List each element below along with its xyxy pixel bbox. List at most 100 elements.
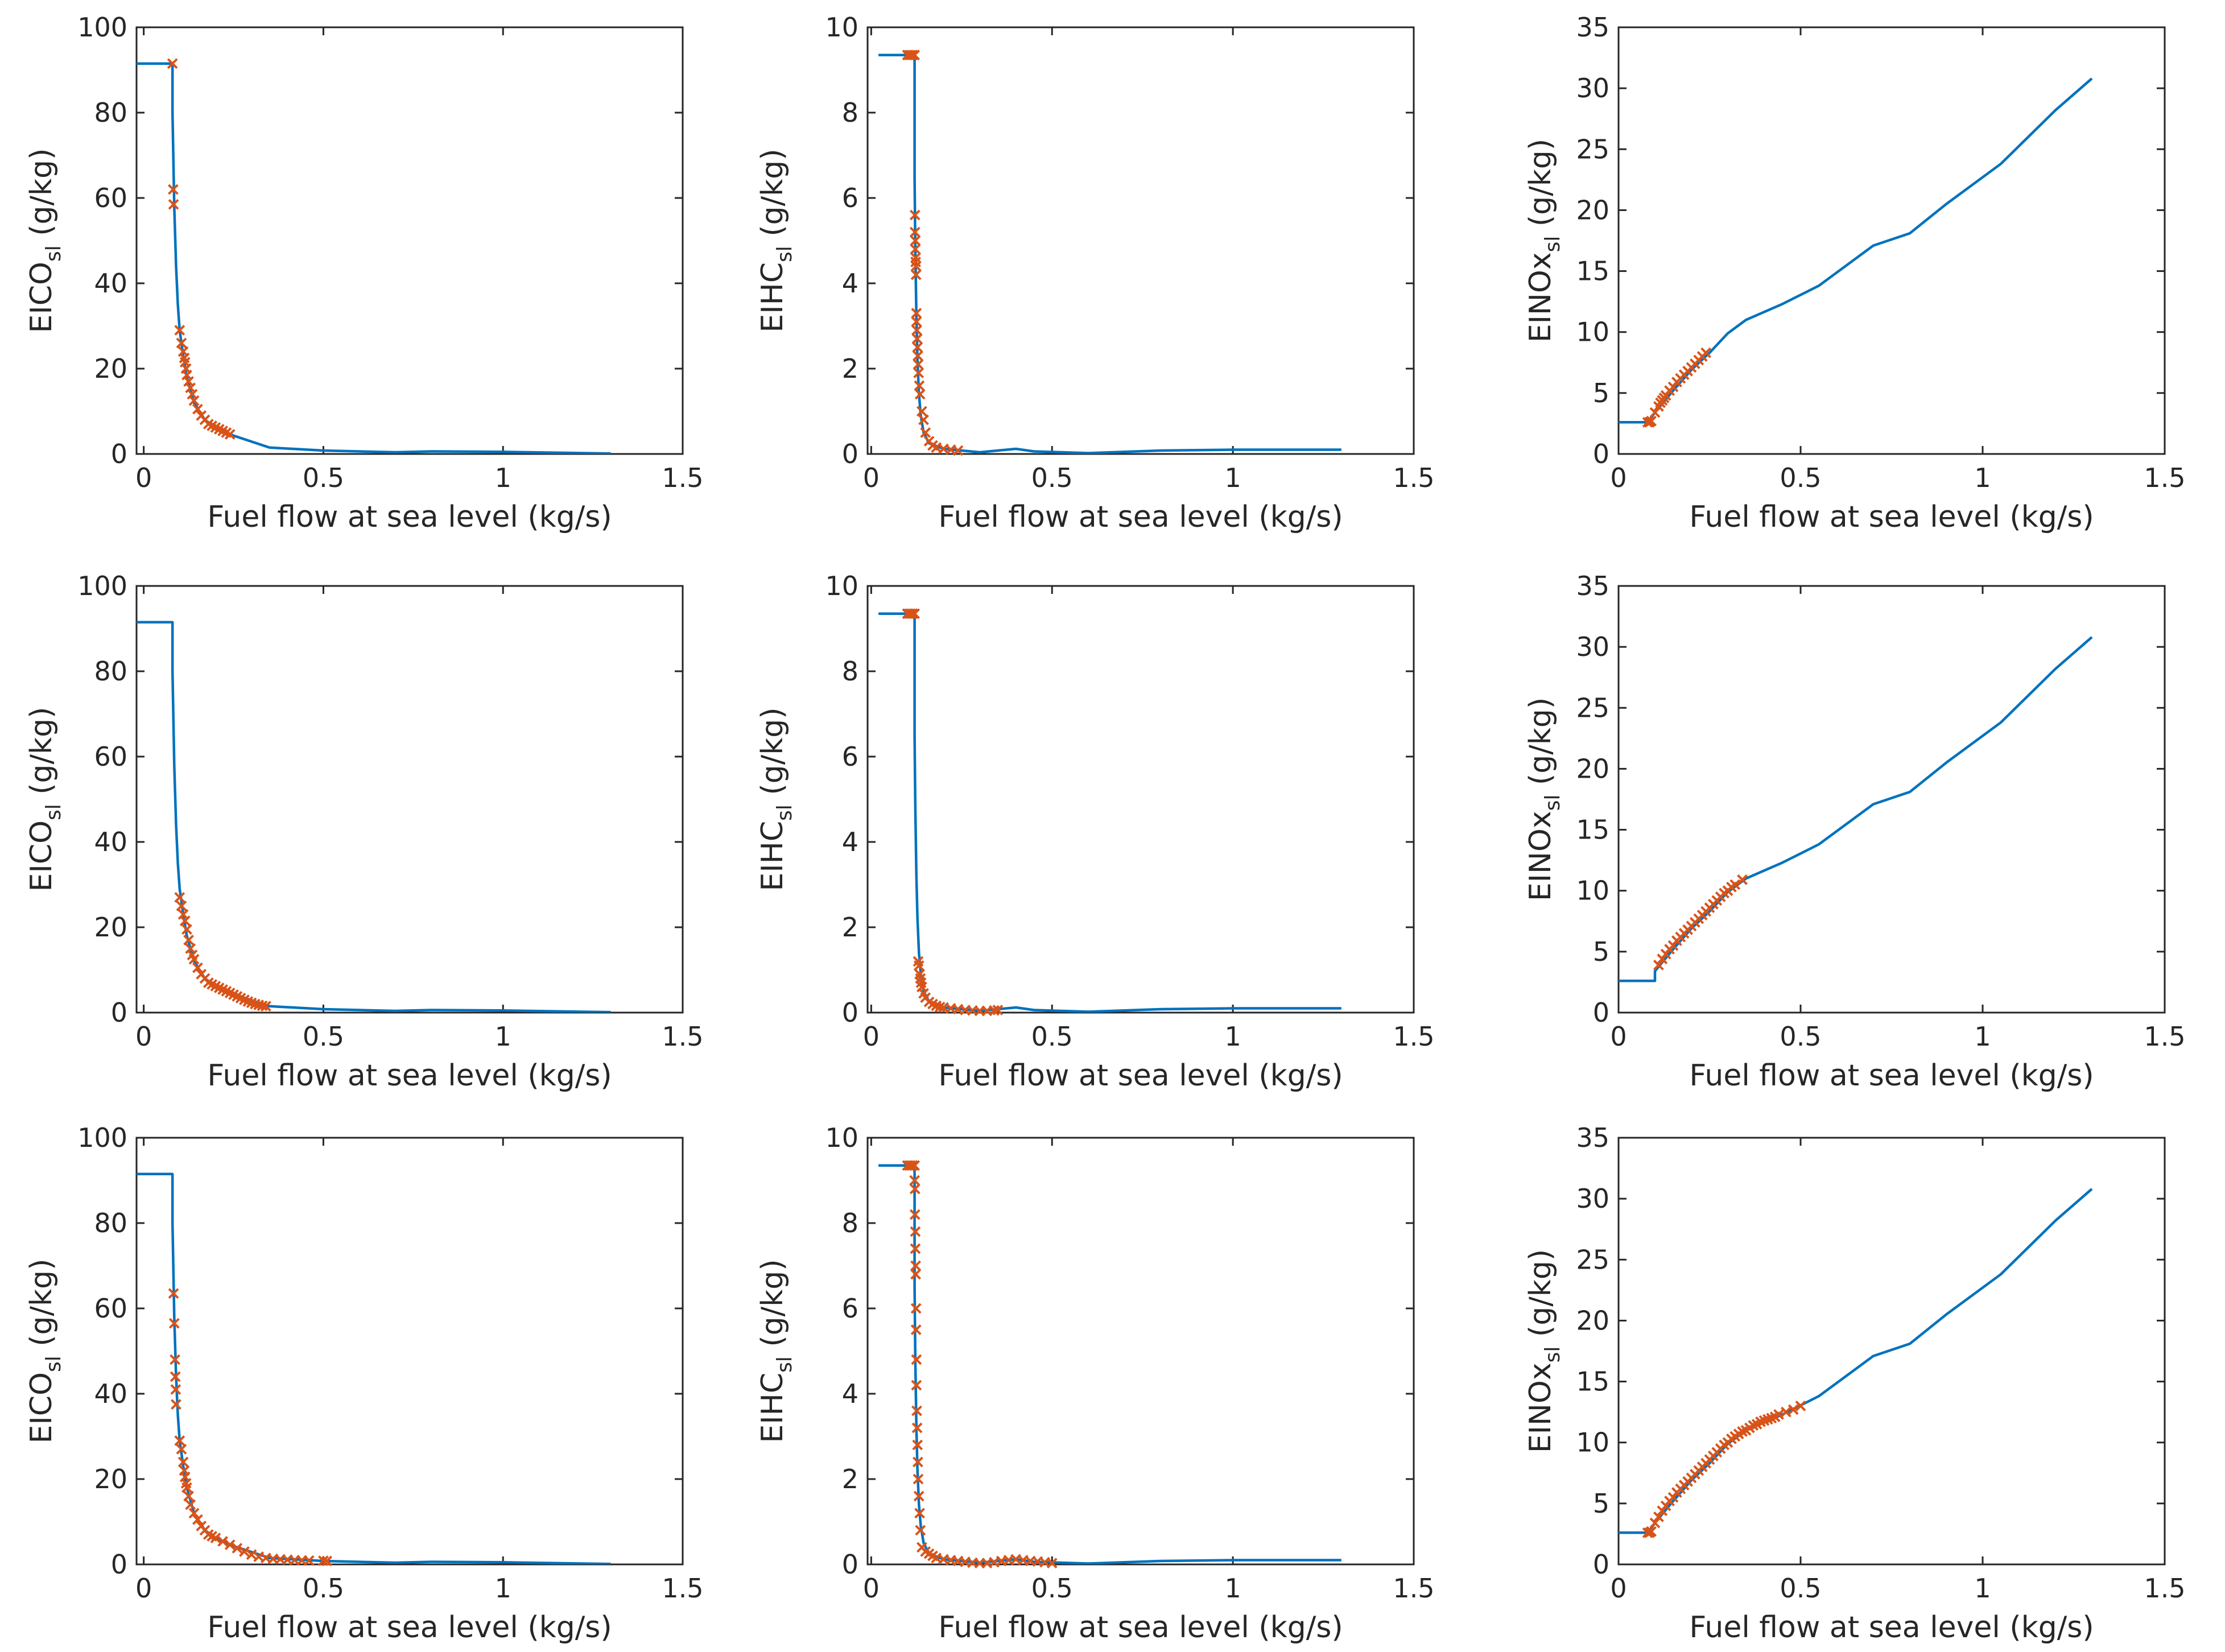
data-point-marker — [910, 261, 922, 272]
data-point-marker — [905, 1160, 917, 1171]
data-point-marker — [910, 1303, 922, 1314]
y-axis-label-unit: (g/kg) — [24, 1259, 59, 1356]
x-tick-label: 1 — [495, 1021, 511, 1052]
x-tick-label: 1 — [1974, 462, 1991, 493]
x-axis-label: Fuel flow at sea level (kg/s) — [1689, 500, 2094, 534]
y-tick-label: 2 — [842, 1464, 858, 1494]
y-tick-label: 0 — [842, 997, 858, 1028]
y-tick-label: 40 — [94, 827, 127, 857]
y-axis-label: EIHCsl (g/kg) — [756, 1259, 796, 1443]
y-tick-label: 20 — [94, 353, 127, 384]
y-tick-label: 15 — [1576, 256, 1609, 287]
y-tick-label: 20 — [1576, 1305, 1609, 1336]
x-tick-label: 1.5 — [2144, 462, 2185, 493]
y-tick-label: 4 — [842, 268, 858, 299]
data-point-marker — [177, 1456, 189, 1468]
data-point-marker — [1773, 1409, 1785, 1420]
data-point-marker — [210, 1533, 221, 1543]
operating-points — [168, 1288, 333, 1567]
x-tick-label: 1.5 — [1393, 1021, 1434, 1052]
y-tick-label: 6 — [842, 183, 858, 213]
y-axis-label-subscript: sl — [1541, 236, 1564, 253]
x-tick-label: 0.5 — [303, 1021, 344, 1052]
y-tick-label: 6 — [842, 741, 858, 772]
data-point-marker — [171, 1399, 181, 1410]
y-tick-label: 0 — [842, 1549, 858, 1580]
axes-frame — [866, 1137, 1415, 1566]
data-point-marker — [1646, 1526, 1657, 1537]
data-point-marker — [905, 49, 917, 61]
y-axis-label-main: EIHC — [756, 1373, 790, 1443]
x-tick-label: 0.5 — [1780, 1021, 1821, 1052]
x-tick-label: 1.5 — [1393, 462, 1434, 493]
y-tick-label: 25 — [1576, 1244, 1609, 1275]
data-point-marker — [303, 1555, 315, 1566]
y-tick-label: 35 — [1576, 12, 1609, 43]
y-tick-label: 2 — [842, 353, 858, 384]
y-axis-label-subscript: sl — [42, 1356, 65, 1372]
y-axis-label: EIHCsl (g/kg) — [756, 148, 796, 332]
x-tick-label: 1 — [1224, 1021, 1241, 1052]
data-point-marker — [224, 1539, 236, 1550]
y-tick-label: 30 — [1576, 631, 1609, 662]
data-point-marker — [168, 199, 179, 210]
subplot-co-row2: 0 0.5 1 1.5 0 20 40 60 80 100 Fuel flow at sea lev… — [24, 571, 704, 1093]
data-point-marker — [910, 252, 921, 263]
y-tick-label: 10 — [1576, 1427, 1609, 1458]
data-point-marker — [188, 953, 200, 965]
subplot-nox-row1: 0 0.5 1 1.5 0 5 10 15 20 25 30 35 Fuel flow at sea l… — [1524, 12, 2186, 534]
data-point-marker — [911, 1422, 923, 1434]
y-tick-label: 0 — [111, 1549, 127, 1580]
y-tick-label: 5 — [1593, 378, 1609, 408]
y-axis-label-main: EIHC — [756, 821, 790, 891]
data-point-marker — [239, 1546, 250, 1557]
data-point-marker — [168, 1318, 180, 1329]
axes-frame — [1617, 585, 2166, 1014]
data-point-marker — [321, 1555, 333, 1567]
data-point-marker — [913, 367, 924, 378]
y-tick-label: 10 — [1576, 875, 1609, 906]
x-tick-label: 0 — [863, 462, 880, 493]
data-point-marker — [176, 901, 187, 911]
x-tick-label: 0 — [1610, 462, 1627, 493]
data-point-marker — [910, 1243, 921, 1254]
operating-points — [174, 892, 271, 1012]
x-tick-label: 0.5 — [1780, 1573, 1821, 1604]
data-point-marker — [185, 1499, 196, 1510]
x-tick-label: 0 — [1610, 1021, 1627, 1052]
x-axis-label: Fuel flow at sea level (kg/s) — [938, 500, 1343, 534]
data-point-marker — [318, 1555, 329, 1567]
y-tick-label: 30 — [1576, 73, 1609, 104]
data-point-marker — [910, 1226, 921, 1237]
x-tick-label: 1 — [1224, 462, 1241, 493]
data-point-marker — [1780, 1406, 1791, 1418]
data-point-marker — [909, 1209, 920, 1220]
data-point-marker — [183, 935, 194, 945]
y-axis-label-unit: (g/kg) — [756, 1259, 790, 1356]
y-tick-label: 20 — [94, 912, 127, 943]
y-tick-label: 6 — [842, 1293, 858, 1324]
x-tick-label: 1.5 — [2144, 1573, 2185, 1604]
data-point-marker — [167, 58, 178, 69]
data-point-marker — [260, 1001, 271, 1012]
y-tick-label: 20 — [94, 1464, 127, 1494]
reference-curve — [137, 621, 611, 1013]
data-point-marker — [911, 1354, 922, 1365]
x-axis-label: Fuel flow at sea level (kg/s) — [207, 1610, 612, 1645]
data-point-marker — [232, 1543, 243, 1554]
y-axis-label-subscript: sl — [1541, 795, 1564, 811]
data-point-marker — [1788, 1404, 1799, 1415]
x-tick-label: 1 — [495, 462, 511, 493]
y-axis-label: EINOxsl (g/kg) — [1524, 139, 1564, 342]
axes-frame — [866, 585, 1415, 1014]
x-tick-label: 0 — [135, 1573, 152, 1604]
data-point-marker — [1649, 407, 1661, 418]
data-point-marker — [914, 389, 926, 400]
y-tick-label: 40 — [94, 1378, 127, 1409]
data-point-marker — [952, 445, 964, 456]
data-point-marker — [174, 325, 185, 336]
y-tick-label: 0 — [111, 997, 127, 1028]
data-point-marker — [912, 350, 923, 361]
subplot-hc-row1: 0 0.5 1 1.5 0 2 4 6 8 10 Fuel flow at sea level (k… — [756, 12, 1435, 534]
data-point-marker — [1653, 1511, 1664, 1522]
